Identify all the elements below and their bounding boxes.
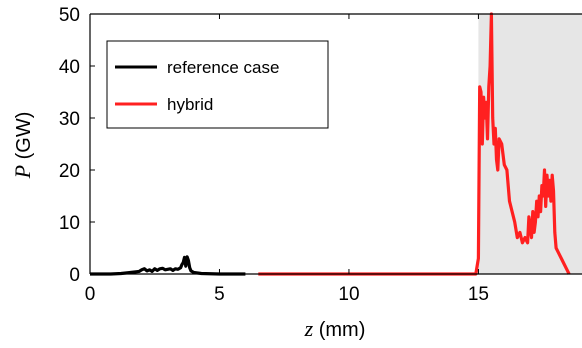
- legend-box: [106, 40, 329, 129]
- x-axis-label: z (mm): [304, 316, 366, 341]
- legend: reference case hybrid: [106, 40, 329, 129]
- y-tick-label: 0: [69, 265, 80, 286]
- x-tick-label: 0: [85, 284, 96, 305]
- series-layer: [90, 12, 571, 276]
- series-line-reference: [90, 255, 246, 276]
- legend-label-hybrid: hybrid: [167, 95, 213, 114]
- y-tick-label: 50: [59, 5, 80, 26]
- x-ticks: 0 5 10 15: [85, 14, 489, 305]
- y-ticks: 0 10 20 30 40 50: [59, 5, 95, 286]
- x-tick-label: 10: [338, 284, 359, 305]
- x-tick-label: 15: [468, 284, 489, 305]
- y-tick-label: 20: [59, 161, 80, 182]
- series-line-hybrid: [258, 12, 571, 276]
- y-tick-label: 40: [59, 57, 80, 78]
- y-axis-label: P (GW): [10, 112, 35, 180]
- legend-label-reference: reference case: [167, 58, 279, 77]
- axes-layer: [89, 13, 582, 275]
- x-tick-label: 5: [214, 284, 225, 305]
- y-tick-label: 30: [59, 109, 80, 130]
- y-tick-label: 10: [59, 213, 80, 234]
